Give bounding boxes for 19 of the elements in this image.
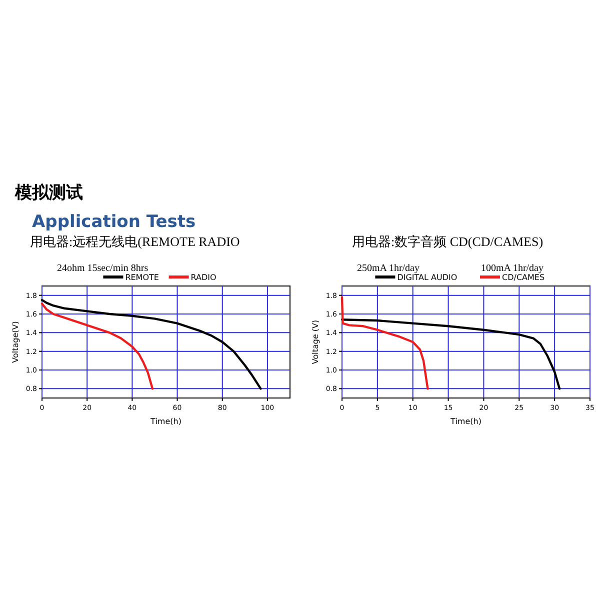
x-axis-title: Time(h) <box>150 417 182 426</box>
text: 250mA 1hr/day <box>357 263 420 274</box>
line-series <box>40 302 154 390</box>
x-axis-title: Time(h) <box>450 417 482 426</box>
chart-title: 用电器:数字音频 CD(CD/CAMES) <box>352 234 544 249</box>
chart-title: 模拟测试 <box>14 183 83 203</box>
text: 100mA 1hr/day <box>481 263 544 274</box>
legend-label: RADIO <box>190 273 216 282</box>
legend-label: DIGITAL AUDIO <box>397 273 458 282</box>
line-series <box>340 318 561 390</box>
text: 用电器:远程无线电(REMOTE RADIO <box>30 234 240 249</box>
y-axis-title: Voltage(V) <box>11 321 20 363</box>
legend-label: CD/CAMES <box>502 273 545 282</box>
line-series <box>40 298 262 390</box>
chart-subtitle: Application Tests <box>32 212 196 232</box>
line-series <box>340 296 429 390</box>
legend-label: REMOTE <box>125 273 159 282</box>
text: 24ohm 15sec/min 8hrs <box>57 263 148 274</box>
y-axis-title: Voltage (V) <box>311 320 320 364</box>
